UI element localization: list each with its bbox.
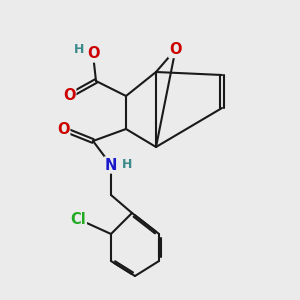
Text: O: O xyxy=(63,88,75,104)
Text: Cl: Cl xyxy=(70,212,86,226)
Text: O: O xyxy=(87,46,99,62)
Text: O: O xyxy=(57,122,69,136)
Text: H: H xyxy=(122,158,133,172)
Text: N: N xyxy=(105,158,117,172)
Text: H: H xyxy=(74,43,85,56)
Text: O: O xyxy=(169,42,182,57)
